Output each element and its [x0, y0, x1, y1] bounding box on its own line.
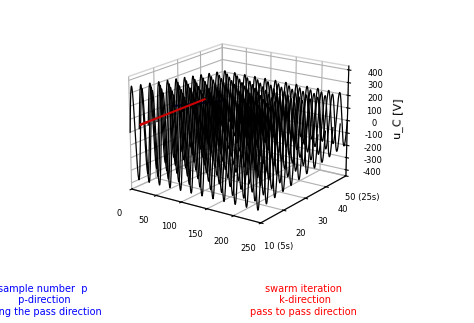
Text: swarm iteration
 k-direction
pass to pass direction: swarm iteration k-direction pass to pass…: [250, 284, 357, 317]
Text: sample number  p
 p-direction
along the pass direction: sample number p p-direction along the pa…: [0, 284, 101, 317]
